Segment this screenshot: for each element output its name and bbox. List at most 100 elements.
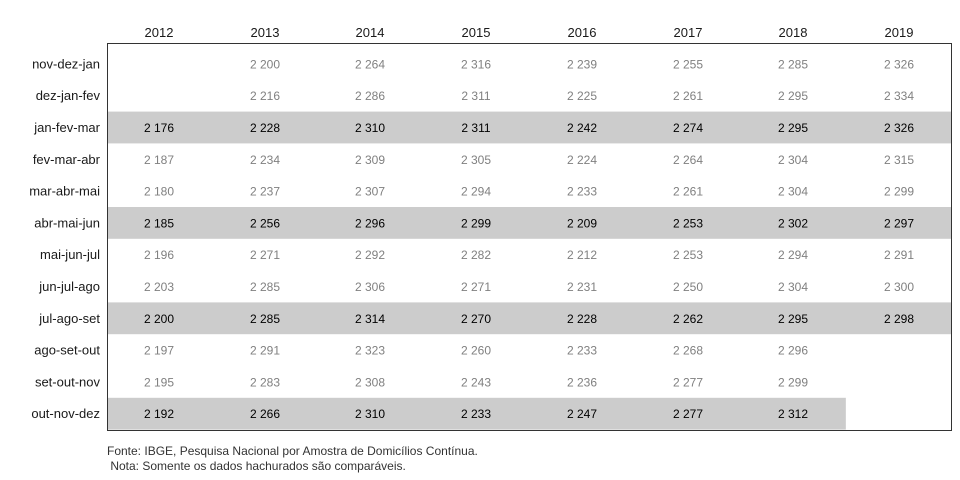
value-cell: 2 187 bbox=[144, 153, 174, 167]
highlight-band bbox=[107, 207, 952, 239]
value-cell: 2 304 bbox=[778, 185, 808, 199]
row-label: dez-jan-fev bbox=[36, 88, 101, 103]
note-footnote: Nota: Somente os dados hachurados são co… bbox=[107, 459, 406, 473]
value-cell: 2 295 bbox=[778, 312, 808, 326]
value-cell: 2 266 bbox=[250, 407, 280, 421]
value-cell: 2 326 bbox=[884, 57, 914, 71]
value-cell: 2 185 bbox=[144, 216, 174, 230]
value-cell: 2 295 bbox=[778, 121, 808, 135]
row-label: jul-ago-set bbox=[38, 311, 100, 326]
value-cell: 2 291 bbox=[884, 248, 914, 262]
value-cell: 2 294 bbox=[461, 185, 491, 199]
value-cell: 2 228 bbox=[567, 312, 597, 326]
value-cell: 2 195 bbox=[144, 375, 174, 389]
value-cell: 2 296 bbox=[778, 344, 808, 358]
value-cell: 2 256 bbox=[250, 216, 280, 230]
value-cell: 2 212 bbox=[567, 248, 597, 262]
value-cell: 2 250 bbox=[673, 280, 703, 294]
year-header: 2017 bbox=[674, 25, 703, 40]
value-cell: 2 326 bbox=[884, 121, 914, 135]
value-cell: 2 299 bbox=[884, 185, 914, 199]
value-cell: 2 236 bbox=[567, 375, 597, 389]
row-label: out-nov-dez bbox=[31, 406, 100, 421]
value-cell: 2 294 bbox=[778, 248, 808, 262]
value-cell: 2 239 bbox=[567, 57, 597, 71]
value-cell: 2 295 bbox=[778, 89, 808, 103]
highlight-band bbox=[107, 302, 952, 335]
value-cell: 2 233 bbox=[567, 185, 597, 199]
value-cell: 2 299 bbox=[461, 216, 491, 230]
value-cell: 2 314 bbox=[355, 312, 385, 326]
value-cell: 2 277 bbox=[673, 375, 703, 389]
value-cell: 2 260 bbox=[461, 344, 491, 358]
row-label: set-out-nov bbox=[35, 374, 101, 389]
highlight-band bbox=[107, 397, 846, 430]
value-cell: 2 306 bbox=[355, 280, 385, 294]
value-cell: 2 242 bbox=[567, 121, 597, 135]
row-label: jun-jul-ago bbox=[38, 279, 100, 294]
value-cell: 2 261 bbox=[673, 89, 703, 103]
value-cell: 2 197 bbox=[144, 344, 174, 358]
value-cell: 2 271 bbox=[250, 248, 280, 262]
value-cell: 2 216 bbox=[250, 89, 280, 103]
row-label: abr-mai-jun bbox=[34, 215, 100, 230]
value-cell: 2 277 bbox=[673, 407, 703, 421]
value-cell: 2 253 bbox=[673, 248, 703, 262]
value-cell: 2 274 bbox=[673, 121, 703, 135]
value-cell: 2 237 bbox=[250, 185, 280, 199]
source-footnote: Fonte: IBGE, Pesquisa Nacional por Amost… bbox=[107, 444, 478, 458]
value-cell: 2 311 bbox=[461, 121, 490, 135]
value-cell: 2 302 bbox=[778, 216, 808, 230]
value-cell: 2 233 bbox=[567, 344, 597, 358]
value-cell: 2 304 bbox=[778, 153, 808, 167]
value-cell: 2 247 bbox=[567, 407, 597, 421]
highlight-band bbox=[107, 111, 952, 144]
value-cell: 2 270 bbox=[461, 312, 491, 326]
value-cell: 2 282 bbox=[461, 248, 491, 262]
value-cell: 2 261 bbox=[673, 185, 703, 199]
value-cell: 2 262 bbox=[673, 312, 703, 326]
value-cell: 2 203 bbox=[144, 280, 174, 294]
value-cell: 2 285 bbox=[250, 280, 280, 294]
value-cell: 2 255 bbox=[673, 57, 703, 71]
row-label: mai-jun-jul bbox=[40, 247, 100, 262]
value-cell: 2 297 bbox=[884, 216, 914, 230]
value-cell: 2 268 bbox=[673, 344, 703, 358]
value-cell: 2 286 bbox=[355, 89, 385, 103]
value-cell: 2 196 bbox=[144, 248, 174, 262]
year-header: 2019 bbox=[885, 25, 914, 40]
year-header: 2018 bbox=[779, 25, 808, 40]
value-cell: 2 271 bbox=[461, 280, 491, 294]
year-header: 2016 bbox=[568, 25, 597, 40]
year-header: 2013 bbox=[251, 25, 280, 40]
value-cell: 2 225 bbox=[567, 89, 597, 103]
value-cell: 2 299 bbox=[778, 375, 808, 389]
row-label: nov-dez-jan bbox=[32, 56, 100, 71]
value-cell: 2 307 bbox=[355, 185, 385, 199]
value-cell: 2 209 bbox=[567, 216, 597, 230]
value-cell: 2 264 bbox=[673, 153, 703, 167]
value-cell: 2 234 bbox=[250, 153, 280, 167]
row-label: mar-abr-mai bbox=[29, 184, 100, 199]
value-cell: 2 180 bbox=[144, 185, 174, 199]
row-label: fev-mar-abr bbox=[33, 152, 101, 167]
year-header: 2014 bbox=[356, 25, 385, 40]
value-cell: 2 264 bbox=[355, 57, 385, 71]
value-cell: 2 292 bbox=[355, 248, 385, 262]
value-cell: 2 233 bbox=[461, 407, 491, 421]
value-cell: 2 309 bbox=[355, 153, 385, 167]
value-cell: 2 300 bbox=[884, 280, 914, 294]
value-cell: 2 285 bbox=[778, 57, 808, 71]
panel-border bbox=[107, 43, 952, 431]
value-cell: 2 224 bbox=[567, 153, 597, 167]
value-cell: 2 310 bbox=[355, 121, 385, 135]
value-cell: 2 305 bbox=[461, 153, 491, 167]
value-cell: 2 316 bbox=[461, 57, 491, 71]
value-cell: 2 200 bbox=[144, 312, 174, 326]
value-cell: 2 334 bbox=[884, 89, 914, 103]
value-cell: 2 253 bbox=[673, 216, 703, 230]
value-cell: 2 304 bbox=[778, 280, 808, 294]
value-cell: 2 310 bbox=[355, 407, 385, 421]
year-header: 2012 bbox=[145, 25, 174, 40]
value-cell: 2 283 bbox=[250, 375, 280, 389]
